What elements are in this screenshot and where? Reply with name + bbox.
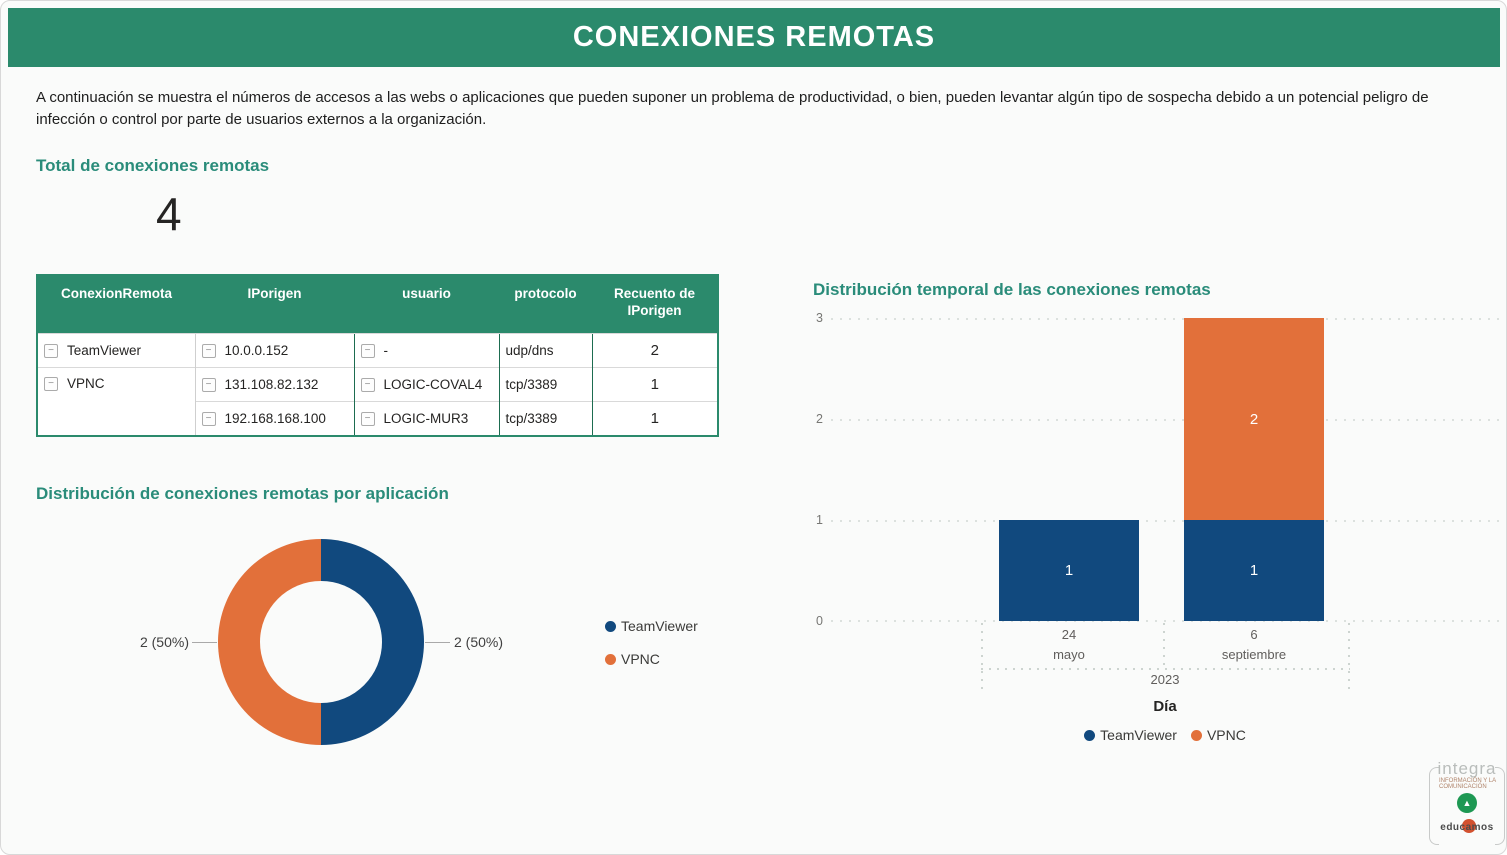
legend-item-vpnc[interactable]: VPNC xyxy=(605,651,698,667)
collapse-icon[interactable]: − xyxy=(201,411,216,426)
kpi-value: 4 xyxy=(156,188,182,240)
gridline-1 xyxy=(831,520,1499,522)
bar-segment-vpnc[interactable]: 2 xyxy=(1184,318,1324,520)
kpi-title: Total de conexiones remotas xyxy=(36,156,270,175)
collapse-icon[interactable]: − xyxy=(360,377,375,392)
logo-caption: INFORMACIÓN Y LA COMUNICACIÓN xyxy=(1439,778,1497,790)
connections-matrix: ConexionRemota IPorigen usuario protocol… xyxy=(36,274,719,437)
y-axis-tick-1: 1 xyxy=(816,513,823,527)
donut-callout-line-left xyxy=(192,642,217,643)
matrix-row: − VPNC −131.108.82.132 − LOGIC-COVAL4 tcp/… xyxy=(37,367,718,436)
cell-recuento[interactable]: 2 xyxy=(591,333,718,368)
y-axis-tick-3: 3 xyxy=(816,311,823,325)
legend-item-teamviewer[interactable]: TeamViewer xyxy=(1084,727,1177,743)
collapse-icon[interactable]: − xyxy=(44,376,58,391)
cell-protocolo[interactable]: tcp/3389 xyxy=(498,401,592,436)
x-axis-day-label: 24 xyxy=(1061,627,1077,642)
y-axis-tick-2: 2 xyxy=(816,412,823,426)
integra-logo: integra INFORMACIÓN Y LA COMUNICACIÓN ▲ … xyxy=(1429,759,1505,849)
report-title: CONEXIONES REMOTAS xyxy=(572,21,936,53)
bar-column-24-mayo: 1 xyxy=(999,318,1139,621)
column-header-usuario[interactable]: usuario xyxy=(354,275,499,334)
bar-segment-teamviewer[interactable]: 1 xyxy=(1184,520,1324,621)
bar-segment-teamviewer[interactable]: 1 xyxy=(999,520,1139,621)
bar-chart-legend: TeamViewer VPNC xyxy=(981,727,1349,743)
logo-educamos-text: educamos xyxy=(1440,822,1494,833)
cell-ip: 10.0.0.152 xyxy=(224,343,289,358)
cell-usuario: - xyxy=(383,343,389,358)
collapse-icon[interactable]: − xyxy=(201,377,216,392)
legend-dot-teamviewer xyxy=(1084,729,1096,741)
cell-conexion: TeamViewer xyxy=(67,343,142,358)
x-axis-month-label: septiembre xyxy=(1221,647,1287,662)
collapse-icon[interactable]: − xyxy=(360,343,375,358)
x-axis-separator xyxy=(981,623,983,693)
cell-conexion: VPNC xyxy=(67,376,105,391)
x-axis-title: Día xyxy=(1153,698,1177,715)
logo-bracket-left-icon xyxy=(1429,767,1439,845)
logo-emblem-icon: ▲ xyxy=(1457,793,1477,813)
cell-recuento[interactable]: 1 xyxy=(591,401,718,436)
legend-item-vpnc[interactable]: VPNC xyxy=(1190,727,1246,743)
gridline-0 xyxy=(831,620,1499,622)
legend-label-vpnc: VPNC xyxy=(621,651,660,667)
column-header-protocolo[interactable]: protocolo xyxy=(499,275,592,334)
bar-value-label: 1 xyxy=(1064,562,1074,579)
gridline-2 xyxy=(831,419,1499,421)
matrix-header-row: ConexionRemota IPorigen usuario protocol… xyxy=(37,275,718,334)
x-axis-year-label: 2023 xyxy=(1150,672,1180,687)
legend-label-teamviewer: TeamViewer xyxy=(621,618,698,634)
bar-value-label: 2 xyxy=(1249,410,1259,428)
column-header-conexionremota[interactable]: ConexionRemota xyxy=(37,275,195,334)
collapse-icon[interactable]: − xyxy=(201,343,216,358)
gridline-3 xyxy=(831,318,1499,320)
x-axis-day-label: 6 xyxy=(1250,627,1258,642)
cell-ip: 131.108.82.132 xyxy=(224,377,319,392)
collapse-icon[interactable]: − xyxy=(360,411,375,426)
legend-dot-vpnc xyxy=(605,653,616,665)
cell-protocolo[interactable]: udp/dns xyxy=(498,333,592,368)
cell-protocolo[interactable]: tcp/3389 xyxy=(498,367,592,402)
logo-educamos-dot-icon xyxy=(1462,819,1476,833)
cell-recuento[interactable]: 1 xyxy=(591,367,718,402)
cell-ip: 192.168.168.100 xyxy=(224,411,326,426)
column-header-iporigen[interactable]: IPorigen xyxy=(195,275,354,334)
report-header: CONEXIONES REMOTAS xyxy=(8,8,1500,67)
donut-slice-label-vpnc: 2 (50%) xyxy=(139,634,189,650)
legend-dot-vpnc xyxy=(1190,729,1202,741)
bar-column-6-septiembre: 2 1 xyxy=(1184,318,1324,621)
cell-usuario: LOGIC-COVAL4 xyxy=(383,377,483,392)
legend-label-teamviewer: TeamViewer xyxy=(1100,727,1177,743)
x-axis-separator xyxy=(1163,623,1165,669)
x-axis-month-label: mayo xyxy=(1053,647,1085,662)
legend-item-teamviewer[interactable]: TeamViewer xyxy=(605,618,698,634)
bar-chart-title: Distribución temporal de las conexiones … xyxy=(813,280,1211,299)
donut-chart-title: Distribución de conexiones remotas por a… xyxy=(36,484,449,503)
matrix-row: −192.168.168.100 − LOGIC-MUR3 tcp/3389 1 xyxy=(37,401,718,436)
bar-value-label: 1 xyxy=(1249,562,1259,579)
donut-hole xyxy=(260,581,382,703)
matrix-row: − TeamViewer −10.0.0.152 − - udp/dns 2 xyxy=(37,333,718,368)
x-axis-band-divider xyxy=(981,668,1350,670)
logo-brand-text: integra xyxy=(1437,759,1497,778)
intro-text: A continuación se muestra el números de … xyxy=(36,89,1429,128)
legend-label-vpnc: VPNC xyxy=(1206,727,1246,743)
x-axis-separator xyxy=(1348,623,1350,693)
donut-callout-line-right xyxy=(425,642,450,643)
cell-usuario: LOGIC-MUR3 xyxy=(383,411,469,426)
donut-legend: TeamViewer VPNC xyxy=(605,618,698,667)
y-axis-tick-0: 0 xyxy=(816,614,823,628)
legend-dot-teamviewer xyxy=(605,620,616,632)
column-header-recuento[interactable]: Recuento de IPorigen xyxy=(592,275,718,334)
collapse-icon[interactable]: − xyxy=(44,343,58,358)
donut-slice-label-teamviewer: 2 (50%) xyxy=(454,634,504,650)
